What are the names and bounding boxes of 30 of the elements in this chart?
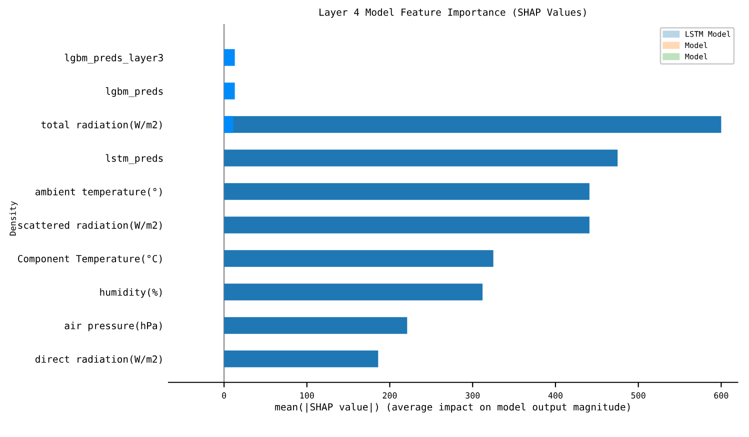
bar [224,82,235,100]
y-tick-label: air pressure(hPa) [64,322,162,332]
x-tick-label: 400 [548,392,562,399]
bar [224,183,590,200]
bar [224,116,234,133]
y-tick-label: humidity(%) [100,288,162,298]
x-tick-label: 100 [300,392,314,399]
bar [224,150,618,166]
bar [224,49,235,66]
x-tick-label: 200 [382,392,397,399]
y-tick-label: lgbm_preds_layer3 [64,54,163,64]
x-axis-title: mean(|SHAP value|) (average impact on model output magnitude) [275,402,630,413]
bar [224,216,590,234]
x-tick-label: 600 [714,392,728,399]
y-axis-title: Density [9,201,18,236]
bar [224,284,483,300]
x-tick-label: 300 [466,392,480,399]
y-tick-label: scattered radiation(W/m2) [18,221,162,230]
x-tick-label: 0 [222,392,226,399]
bar [224,350,378,368]
bar [224,317,408,334]
y-tick-label: Component Temperature(°C) [18,254,162,264]
bar [224,250,494,267]
y-tick-label: ambient temperature(°) [36,188,162,198]
x-tick-label: 500 [631,392,646,399]
y-tick-label: direct radiation(W/m2) [35,355,162,364]
y-tick-label: lstm_preds [106,154,163,164]
y-tick-label: lgbm_preds [106,87,163,98]
y-tick-label: total radiation(W/m2) [41,120,162,130]
chart-title: Layer 4 Model Feature Importance (SHAP Values) [320,8,586,18]
